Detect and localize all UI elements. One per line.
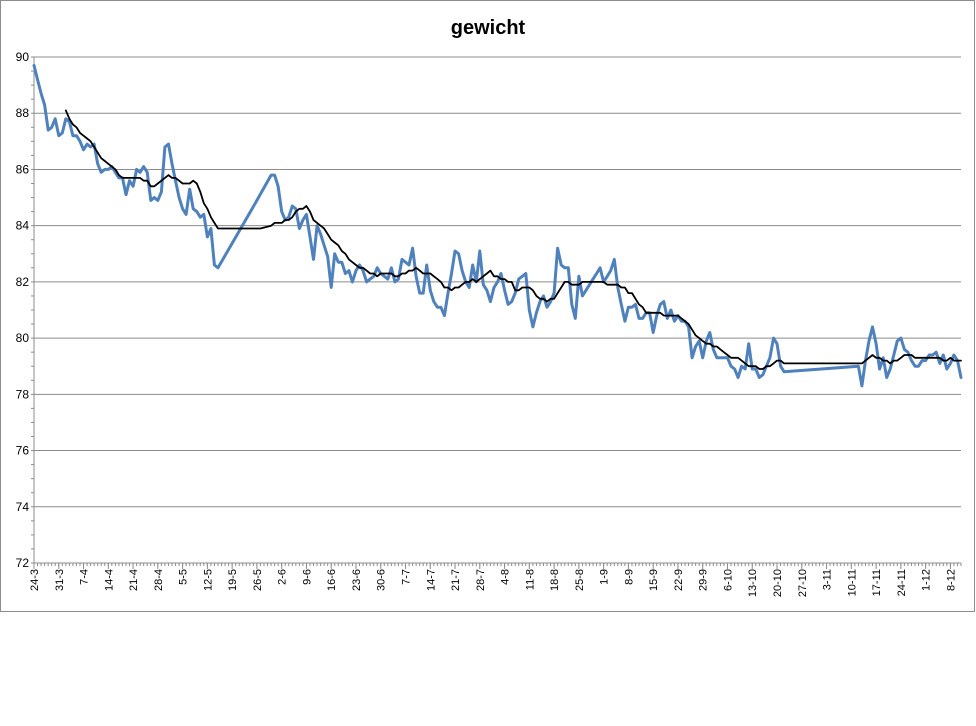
x-tick-label-7-7: 7-7: [401, 569, 413, 585]
x-tick-label-18-8: 18-8: [549, 569, 561, 591]
series-lines: [32, 63, 963, 388]
axes: 72 74 76 78 80 82 84 86 88 90 24-3 31-3 7-4 14-4 21-4 2…: [16, 50, 962, 597]
x-tick-label-1-12: 1-12: [921, 569, 933, 591]
x-tick-label-22-9: 22-9: [673, 569, 685, 591]
x-tick-label-8-12: 8-12: [945, 569, 957, 591]
x-tick-label-24-3: 24-3: [29, 569, 41, 591]
x-tick-label-20-10: 20-10: [772, 569, 784, 597]
y-tick-label-82: 82: [16, 275, 30, 289]
x-tick-label-2-6: 2-6: [277, 569, 289, 585]
y-tick-label-72: 72: [16, 556, 30, 570]
y-tick-label-80: 80: [16, 331, 30, 345]
x-tick-label-12-5: 12-5: [202, 569, 214, 591]
x-tick-label-8-9: 8-9: [623, 569, 635, 585]
y-tick-label-88: 88: [16, 106, 30, 120]
x-tick-label-29-9: 29-9: [698, 569, 710, 591]
x-tick-label-10-11: 10-11: [846, 569, 858, 596]
x-tick-label-23-6: 23-6: [351, 569, 363, 591]
line-chart: gewicht 72 74 76 78 80 82 84 86 88 90 24-3 31-3 7-4 1…: [16, 17, 963, 597]
x-tick-label-4-8: 4-8: [500, 569, 512, 585]
x-tick-label-21-4: 21-4: [128, 569, 140, 591]
x-tick-label-1-9: 1-9: [599, 569, 611, 585]
x-tick-label-5-5: 5-5: [178, 569, 190, 585]
x-tick-label-11-8: 11-8: [524, 569, 536, 590]
x-tick-label-16-6: 16-6: [326, 569, 338, 591]
x-tick-label-14-7: 14-7: [425, 569, 437, 591]
series-line-1: [32, 63, 963, 388]
x-tick-label-28-4: 28-4: [153, 569, 165, 591]
x-tick-label-3-11: 3-11: [822, 569, 834, 590]
y-tick-label-78: 78: [16, 387, 30, 401]
x-tick-label-25-8: 25-8: [574, 569, 586, 591]
y-tick-label-90: 90: [16, 50, 30, 64]
x-tick-label-9-6: 9-6: [301, 569, 313, 585]
x-tick-label-7-4: 7-4: [79, 569, 91, 585]
y-tick-label-86: 86: [16, 162, 30, 176]
x-tick-label-6-10: 6-10: [722, 569, 734, 591]
x-tick-label-31-3: 31-3: [54, 569, 66, 591]
x-tick-label-19-5: 19-5: [227, 569, 239, 591]
x-tick-label-17-11: 17-11: [871, 569, 883, 596]
y-tick-label-84: 84: [16, 219, 30, 233]
x-tick-label-30-6: 30-6: [376, 569, 388, 591]
y-tick-label-74: 74: [16, 500, 30, 514]
x-tick-label-26-5: 26-5: [252, 569, 264, 591]
x-tick-label-28-7: 28-7: [475, 569, 487, 591]
x-tick-label-21-7: 21-7: [450, 569, 462, 591]
gridlines: [34, 56, 961, 508]
y-tick-label-76: 76: [16, 444, 30, 458]
series-line-2: [64, 109, 962, 370]
chart-title: gewicht: [451, 17, 526, 39]
x-tick-label-13-10: 13-10: [747, 569, 759, 597]
x-tick-label-27-10: 27-10: [797, 569, 809, 597]
chart-area: [0, 0, 975, 612]
x-tick-label-14-4: 14-4: [103, 569, 115, 591]
x-tick-label-15-9: 15-9: [648, 569, 660, 591]
x-tick-label-24-11: 24-11: [896, 569, 908, 596]
